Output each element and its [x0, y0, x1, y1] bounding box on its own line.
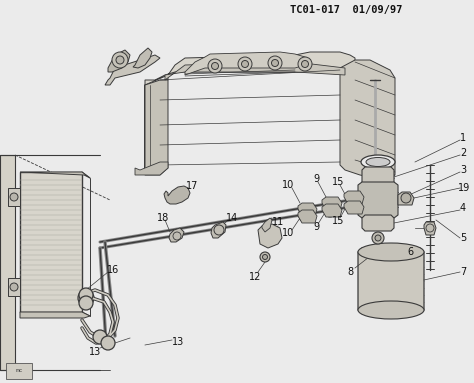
Bar [8, 188, 20, 206]
Polygon shape [105, 55, 160, 85]
Polygon shape [298, 203, 317, 216]
Circle shape [79, 288, 93, 302]
Circle shape [238, 57, 252, 71]
Bar [6, 363, 32, 379]
Text: 4: 4 [460, 203, 466, 213]
Polygon shape [398, 192, 414, 205]
Circle shape [375, 235, 381, 241]
Text: 10: 10 [282, 180, 294, 190]
Text: 9: 9 [313, 222, 319, 232]
Circle shape [299, 210, 311, 222]
Circle shape [10, 283, 18, 291]
Ellipse shape [361, 155, 395, 169]
Polygon shape [145, 80, 168, 175]
Text: 13: 13 [172, 337, 184, 347]
Polygon shape [344, 201, 364, 214]
Polygon shape [135, 162, 168, 175]
Polygon shape [322, 204, 342, 217]
Polygon shape [133, 48, 152, 68]
Circle shape [401, 193, 411, 203]
Text: 13: 13 [89, 347, 101, 357]
Circle shape [298, 57, 312, 71]
Polygon shape [211, 222, 226, 238]
Polygon shape [164, 186, 190, 204]
Text: 9: 9 [313, 174, 319, 184]
Text: 6: 6 [407, 247, 413, 257]
Polygon shape [322, 197, 342, 210]
Circle shape [346, 192, 358, 204]
Polygon shape [344, 191, 364, 204]
Text: 15: 15 [332, 177, 344, 187]
Text: 17: 17 [186, 181, 198, 191]
Circle shape [93, 330, 107, 344]
Circle shape [299, 204, 311, 216]
Circle shape [79, 296, 93, 310]
Text: 12: 12 [249, 272, 261, 282]
Text: 5: 5 [460, 233, 466, 243]
Circle shape [241, 61, 248, 67]
Polygon shape [108, 50, 130, 72]
Circle shape [263, 254, 267, 260]
Polygon shape [165, 62, 345, 80]
Text: 3: 3 [460, 165, 466, 175]
Polygon shape [340, 60, 395, 178]
Polygon shape [258, 224, 282, 248]
Circle shape [10, 193, 18, 201]
Circle shape [324, 198, 336, 210]
Circle shape [101, 336, 115, 350]
Polygon shape [358, 182, 398, 218]
Polygon shape [145, 52, 355, 175]
Polygon shape [0, 155, 15, 370]
Text: 2: 2 [460, 148, 466, 158]
Circle shape [82, 293, 91, 303]
Polygon shape [262, 218, 272, 232]
Circle shape [112, 52, 128, 68]
Circle shape [272, 59, 279, 67]
Circle shape [116, 56, 124, 64]
Circle shape [78, 290, 94, 306]
Polygon shape [185, 52, 310, 75]
Circle shape [268, 56, 282, 70]
Text: 14: 14 [226, 213, 238, 223]
Circle shape [346, 201, 358, 213]
Circle shape [372, 232, 384, 244]
Text: 8: 8 [347, 267, 353, 277]
Circle shape [301, 61, 309, 67]
Text: 19: 19 [458, 183, 470, 193]
Polygon shape [424, 222, 436, 235]
Text: 10: 10 [282, 228, 294, 238]
Text: mc: mc [15, 368, 23, 373]
Circle shape [324, 205, 336, 217]
Ellipse shape [358, 243, 424, 261]
Text: 18: 18 [157, 213, 169, 223]
Text: TC01-017  01/09/97: TC01-017 01/09/97 [290, 5, 402, 15]
Circle shape [208, 59, 222, 73]
Polygon shape [169, 228, 184, 242]
Text: 15: 15 [332, 216, 344, 226]
Polygon shape [362, 167, 394, 185]
Text: 1: 1 [460, 133, 466, 143]
Ellipse shape [358, 301, 424, 319]
Polygon shape [20, 312, 90, 318]
Bar [8, 278, 20, 296]
Polygon shape [362, 215, 394, 231]
Circle shape [211, 62, 219, 69]
Circle shape [260, 252, 270, 262]
Text: 16: 16 [107, 265, 119, 275]
Polygon shape [298, 210, 317, 223]
Polygon shape [20, 172, 90, 178]
Ellipse shape [366, 157, 390, 167]
Polygon shape [358, 248, 424, 313]
Bar [20, 172, 82, 312]
Text: 7: 7 [460, 267, 466, 277]
Text: 11: 11 [272, 217, 284, 227]
